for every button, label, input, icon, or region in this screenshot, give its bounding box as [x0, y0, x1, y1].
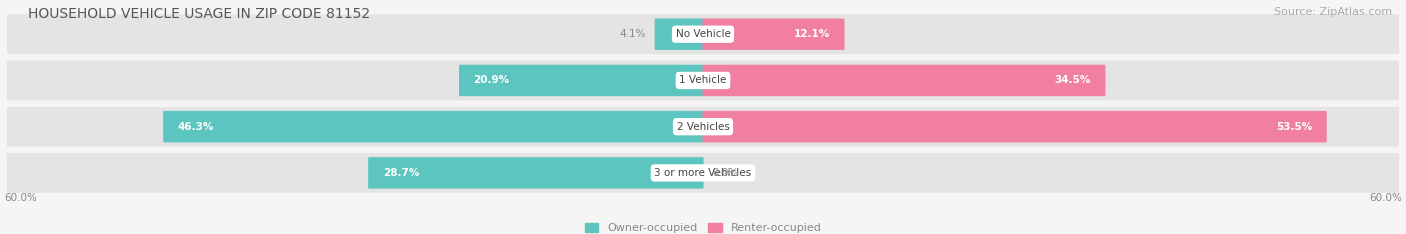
Text: No Vehicle: No Vehicle — [675, 29, 731, 39]
Text: 53.5%: 53.5% — [1275, 122, 1312, 132]
FancyBboxPatch shape — [7, 107, 1399, 146]
FancyBboxPatch shape — [7, 14, 1399, 54]
Text: HOUSEHOLD VEHICLE USAGE IN ZIP CODE 81152: HOUSEHOLD VEHICLE USAGE IN ZIP CODE 8115… — [28, 7, 370, 21]
Legend: Owner-occupied, Renter-occupied: Owner-occupied, Renter-occupied — [585, 223, 821, 233]
Text: 12.1%: 12.1% — [794, 29, 830, 39]
FancyBboxPatch shape — [703, 65, 1105, 96]
Text: 20.9%: 20.9% — [474, 75, 509, 85]
Text: 1 Vehicle: 1 Vehicle — [679, 75, 727, 85]
Text: 46.3%: 46.3% — [177, 122, 214, 132]
Text: 60.0%: 60.0% — [4, 193, 37, 203]
FancyBboxPatch shape — [703, 111, 1327, 143]
Text: 4.1%: 4.1% — [620, 29, 645, 39]
Text: 3 or more Vehicles: 3 or more Vehicles — [654, 168, 752, 178]
FancyBboxPatch shape — [458, 65, 703, 96]
Text: 2 Vehicles: 2 Vehicles — [676, 122, 730, 132]
FancyBboxPatch shape — [7, 61, 1399, 100]
FancyBboxPatch shape — [368, 157, 703, 189]
FancyBboxPatch shape — [163, 111, 703, 143]
FancyBboxPatch shape — [7, 153, 1399, 193]
Text: 60.0%: 60.0% — [1369, 193, 1402, 203]
Text: 34.5%: 34.5% — [1054, 75, 1091, 85]
FancyBboxPatch shape — [703, 18, 845, 50]
Text: Source: ZipAtlas.com: Source: ZipAtlas.com — [1274, 7, 1392, 17]
Text: 0.0%: 0.0% — [713, 168, 738, 178]
FancyBboxPatch shape — [655, 18, 703, 50]
Text: 28.7%: 28.7% — [382, 168, 419, 178]
